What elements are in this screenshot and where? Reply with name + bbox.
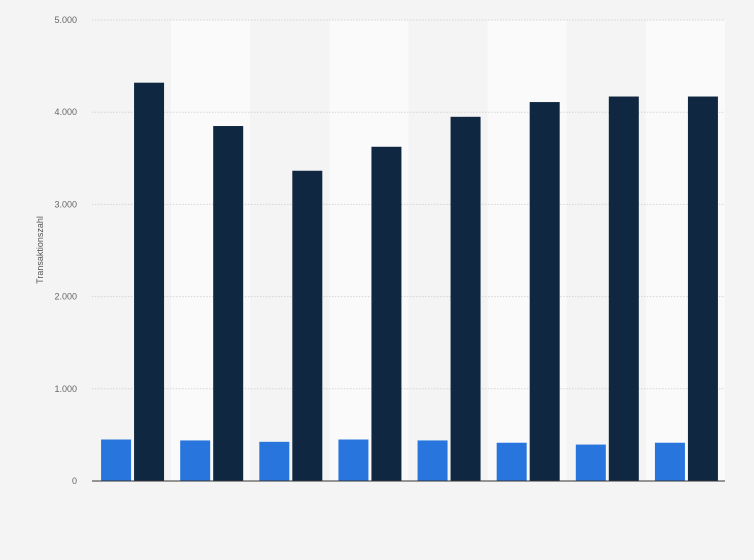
bar-series-1 xyxy=(496,442,527,481)
bar-series-2 xyxy=(608,96,639,481)
y-tick-label: 4.000 xyxy=(54,107,77,117)
y-tick-label: 3.000 xyxy=(54,199,77,209)
bar-series-1 xyxy=(101,439,132,481)
bar-series-2 xyxy=(529,102,560,482)
bar-series-1 xyxy=(338,439,369,481)
bar-series-2 xyxy=(134,82,165,482)
bar-series-1 xyxy=(417,440,448,481)
y-axis-ticks: 0 1.000 2.000 3.000 4.000 5.000 xyxy=(54,15,77,486)
y-tick-label: 5.000 xyxy=(54,15,77,25)
bar-series-2 xyxy=(450,116,481,481)
y-tick-label: 2.000 xyxy=(54,292,77,302)
bar-series-2 xyxy=(213,126,244,481)
bar-series-1 xyxy=(654,442,685,481)
y-tick-label: 0 xyxy=(72,476,77,486)
bar-series-2 xyxy=(371,146,402,481)
gridlines xyxy=(92,19,725,390)
bars xyxy=(101,82,718,482)
bar-series-1 xyxy=(180,440,211,481)
bar-series-1 xyxy=(259,441,290,481)
bar-series-1 xyxy=(575,444,606,481)
y-axis-label: Transaktionszahl xyxy=(35,216,45,284)
bar-series-2 xyxy=(687,96,718,481)
bar-series-2 xyxy=(292,170,323,481)
y-tick-label: 1.000 xyxy=(54,384,77,394)
